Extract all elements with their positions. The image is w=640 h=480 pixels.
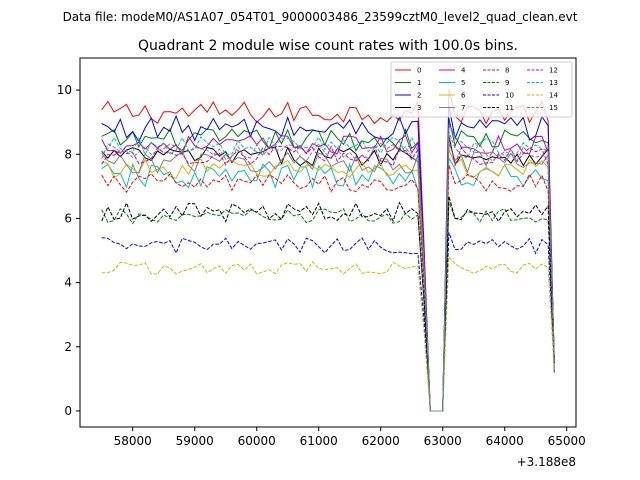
y-tick-label: 4 [64,276,72,290]
legend-label-2: 2 [417,92,421,100]
x-tick-label: 60000 [238,434,276,448]
legend-label-6: 6 [461,92,466,100]
plot-area [79,57,577,428]
series-line-6 [101,149,555,412]
series-line-7 [101,142,555,412]
x-tick-label: 64000 [486,434,524,448]
legend-label-0: 0 [417,67,421,75]
series-line-1 [101,117,555,412]
series-line-9 [101,201,555,412]
y-axis: 0 2 4 6 8 10 [57,83,80,418]
series-line-10 [101,232,555,412]
series-line-4 [101,123,555,412]
legend-label-3: 3 [417,104,421,112]
legend-label-10: 10 [505,92,514,100]
series-line-12 [101,135,555,412]
legend-label-1: 1 [417,79,421,87]
x-tick-label: 63000 [424,434,462,448]
series-line-2 [101,105,555,412]
legend-label-5: 5 [461,79,465,87]
legend-box [390,61,573,118]
series-line-13 [101,124,555,412]
series-line-5 [101,156,555,412]
y-tick-label: 10 [57,83,72,97]
x-offset-label: +3.188e8 [517,455,576,469]
x-tick-label: 65000 [548,434,586,448]
x-axis: 58000 59000 60000 61000 62000 63000 64000 65000 [114,427,586,448]
legend-label-4: 4 [461,67,466,75]
y-tick-label: 0 [64,404,72,418]
series-line-8 [101,164,555,412]
x-tick-label: 59000 [176,434,214,448]
series-line-11 [101,195,555,412]
axes-frame [79,57,577,428]
y-tick-label: 6 [64,211,72,225]
x-tick-label: 62000 [362,434,400,448]
x-tick-label: 61000 [300,434,338,448]
x-tick-label: 58000 [114,434,152,448]
legend-label-8: 8 [505,67,509,75]
y-tick-label: 8 [64,147,72,161]
series-group [101,88,555,412]
legend-label-15: 15 [549,104,558,112]
legend-label-7: 7 [461,104,465,112]
series-line-3 [101,135,555,412]
series-line-15 [101,131,555,412]
legend-label-11: 11 [505,104,514,112]
legend-label-13: 13 [549,79,558,87]
series-line-14 [101,255,555,412]
legend-label-14: 14 [549,92,558,100]
chart-title: Quadrant 2 module wise count rates with … [138,38,518,54]
suptitle: Data file: modeM0/AS1A07_054T01_90000034… [63,10,578,24]
y-tick-label: 2 [64,340,72,354]
legend-label-12: 12 [549,67,558,75]
legend-label-9: 9 [505,79,509,87]
